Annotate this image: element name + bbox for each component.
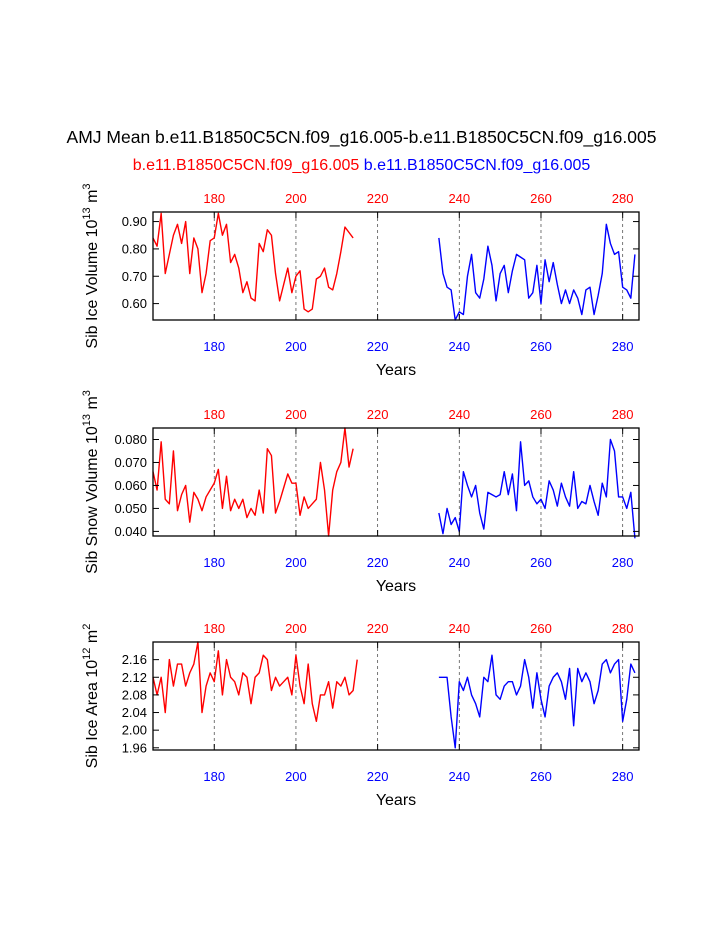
panel1-top-tick-label: 180 — [203, 191, 225, 206]
panel3-bottom-tick-label: 260 — [530, 769, 552, 784]
panel3-bottom-tick-label: 220 — [367, 769, 389, 784]
panel1-ylabel: Sib Ice Volume 1013 m3 — [81, 183, 101, 348]
panel2-top-tick-label: 180 — [203, 407, 225, 422]
panel3-bottom-tick-label: 240 — [448, 769, 470, 784]
subtitle-left: b.e11.B1850C5CN.f09_g16.005 — [132, 157, 360, 174]
panel3-ytick-label: 1.96 — [122, 740, 147, 755]
panel3-top-tick-label: 180 — [203, 621, 225, 636]
panel1-xlabel: Years — [376, 362, 416, 379]
panel2-bottom-tick-label: 200 — [285, 555, 307, 570]
panel3-ylabel-part: m — [84, 630, 101, 648]
panel3-bottom-tick-label: 200 — [285, 769, 307, 784]
panel3-ylabel-part: 12 — [81, 648, 93, 660]
panel2-xlabel: Years — [376, 578, 416, 595]
panel3-top-tick-label: 260 — [530, 621, 552, 636]
panel1-ylabel-part: 3 — [81, 183, 93, 189]
panel3-top-tick-label: 200 — [285, 621, 307, 636]
panel3-top-tick-label: 220 — [367, 621, 389, 636]
panel1-ytick-label: 0.90 — [122, 214, 147, 229]
panel1-bottom-tick-label: 280 — [612, 339, 634, 354]
panel2-top-tick-label: 220 — [367, 407, 389, 422]
panel2-bottom-tick-label: 280 — [612, 555, 634, 570]
panel2-ylabel-part: 13 — [81, 414, 93, 426]
panel2-bottom-tick-label: 260 — [530, 555, 552, 570]
panel1-ytick-label: 0.60 — [122, 296, 147, 311]
panel1-top-tick-label: 240 — [448, 191, 470, 206]
panel2-series-red-line — [152, 427, 354, 537]
panel1-top-tick-label: 200 — [285, 191, 307, 206]
panel2-top-tick-label: 260 — [530, 407, 552, 422]
panel3-ytick-label: 2.00 — [122, 723, 147, 738]
panel3-ylabel: Sib Ice Area 1012 m2 — [81, 624, 101, 769]
panel3-ylabel-part: 2 — [81, 624, 93, 630]
panel3-ytick-label: 2.04 — [122, 705, 147, 720]
subtitle-right: b.e11.B1850C5CN.f09_g16.005 — [363, 157, 591, 174]
panel2-bottom-tick-label: 240 — [448, 555, 470, 570]
panel1-ylabel-part: Sib Ice Volume 10 — [84, 219, 101, 348]
panel3-ytick-label: 2.16 — [122, 652, 147, 667]
panel3-top-tick-label: 240 — [448, 621, 470, 636]
panel1-series-red-line — [152, 212, 354, 313]
panel3-series-red-line — [152, 641, 358, 723]
main-title: AMJ Mean b.e11.B1850C5CN.f09_g16.005-b.e… — [66, 127, 657, 147]
panel2-ylabel-part: Sib Snow Volume 10 — [84, 426, 101, 574]
panel1-ytick-label: 0.80 — [122, 241, 147, 256]
panel1-frame — [152, 211, 640, 321]
panel2-ytick-label: 0.060 — [114, 478, 147, 493]
panel1-series-blue-line — [438, 223, 636, 321]
panel1-bottom-tick-label: 240 — [448, 339, 470, 354]
panel2-ytick-label: 0.080 — [114, 432, 147, 447]
panel3-top-tick-label: 280 — [612, 621, 634, 636]
panel2-bottom-tick-label: 180 — [203, 555, 225, 570]
panel3-ylabel-part: Sib Ice Area 10 — [84, 660, 101, 769]
panel2-top-tick-label: 240 — [448, 407, 470, 422]
panel3-ytick-label: 2.12 — [122, 670, 147, 685]
panel1-bottom-tick-label: 220 — [367, 339, 389, 354]
panel2-frame — [152, 427, 640, 537]
panel3-ytick-label: 2.08 — [122, 687, 147, 702]
panel1-bottom-tick-label: 180 — [203, 339, 225, 354]
panel2-ylabel-part: m — [84, 396, 101, 414]
subtitle: b.e11.B1850C5CN.f09_g16.005 b.e11.B1850C… — [0, 157, 723, 175]
panel1-ylabel-part: 13 — [81, 207, 93, 219]
panel2-ytick-label: 0.070 — [114, 455, 147, 470]
panel3-xlabel: Years — [376, 792, 416, 809]
panel1-top-tick-label: 260 — [530, 191, 552, 206]
panel1-bottom-tick-label: 260 — [530, 339, 552, 354]
panel3-bottom-tick-label: 280 — [612, 769, 634, 784]
panel1-top-tick-label: 220 — [367, 191, 389, 206]
panel1-ylabel-part: m — [84, 190, 101, 208]
panel1-ytick-label: 0.70 — [122, 269, 147, 284]
panel2-ylabel: Sib Snow Volume 1013 m3 — [81, 390, 101, 574]
panel3-bottom-tick-label: 180 — [203, 769, 225, 784]
panel2-top-tick-label: 200 — [285, 407, 307, 422]
panel1-top-tick-label: 280 — [612, 191, 634, 206]
panel2-ytick-label: 0.040 — [114, 524, 147, 539]
panel2-series-blue-line — [438, 438, 636, 539]
panel3-frame — [152, 641, 640, 751]
panel3-series-blue-line — [438, 654, 636, 749]
panel2-top-tick-label: 280 — [612, 407, 634, 422]
panel2-ytick-label: 0.050 — [114, 501, 147, 516]
panel2-ylabel-part: 3 — [81, 390, 93, 396]
panel1-bottom-tick-label: 200 — [285, 339, 307, 354]
panel2-bottom-tick-label: 220 — [367, 555, 389, 570]
